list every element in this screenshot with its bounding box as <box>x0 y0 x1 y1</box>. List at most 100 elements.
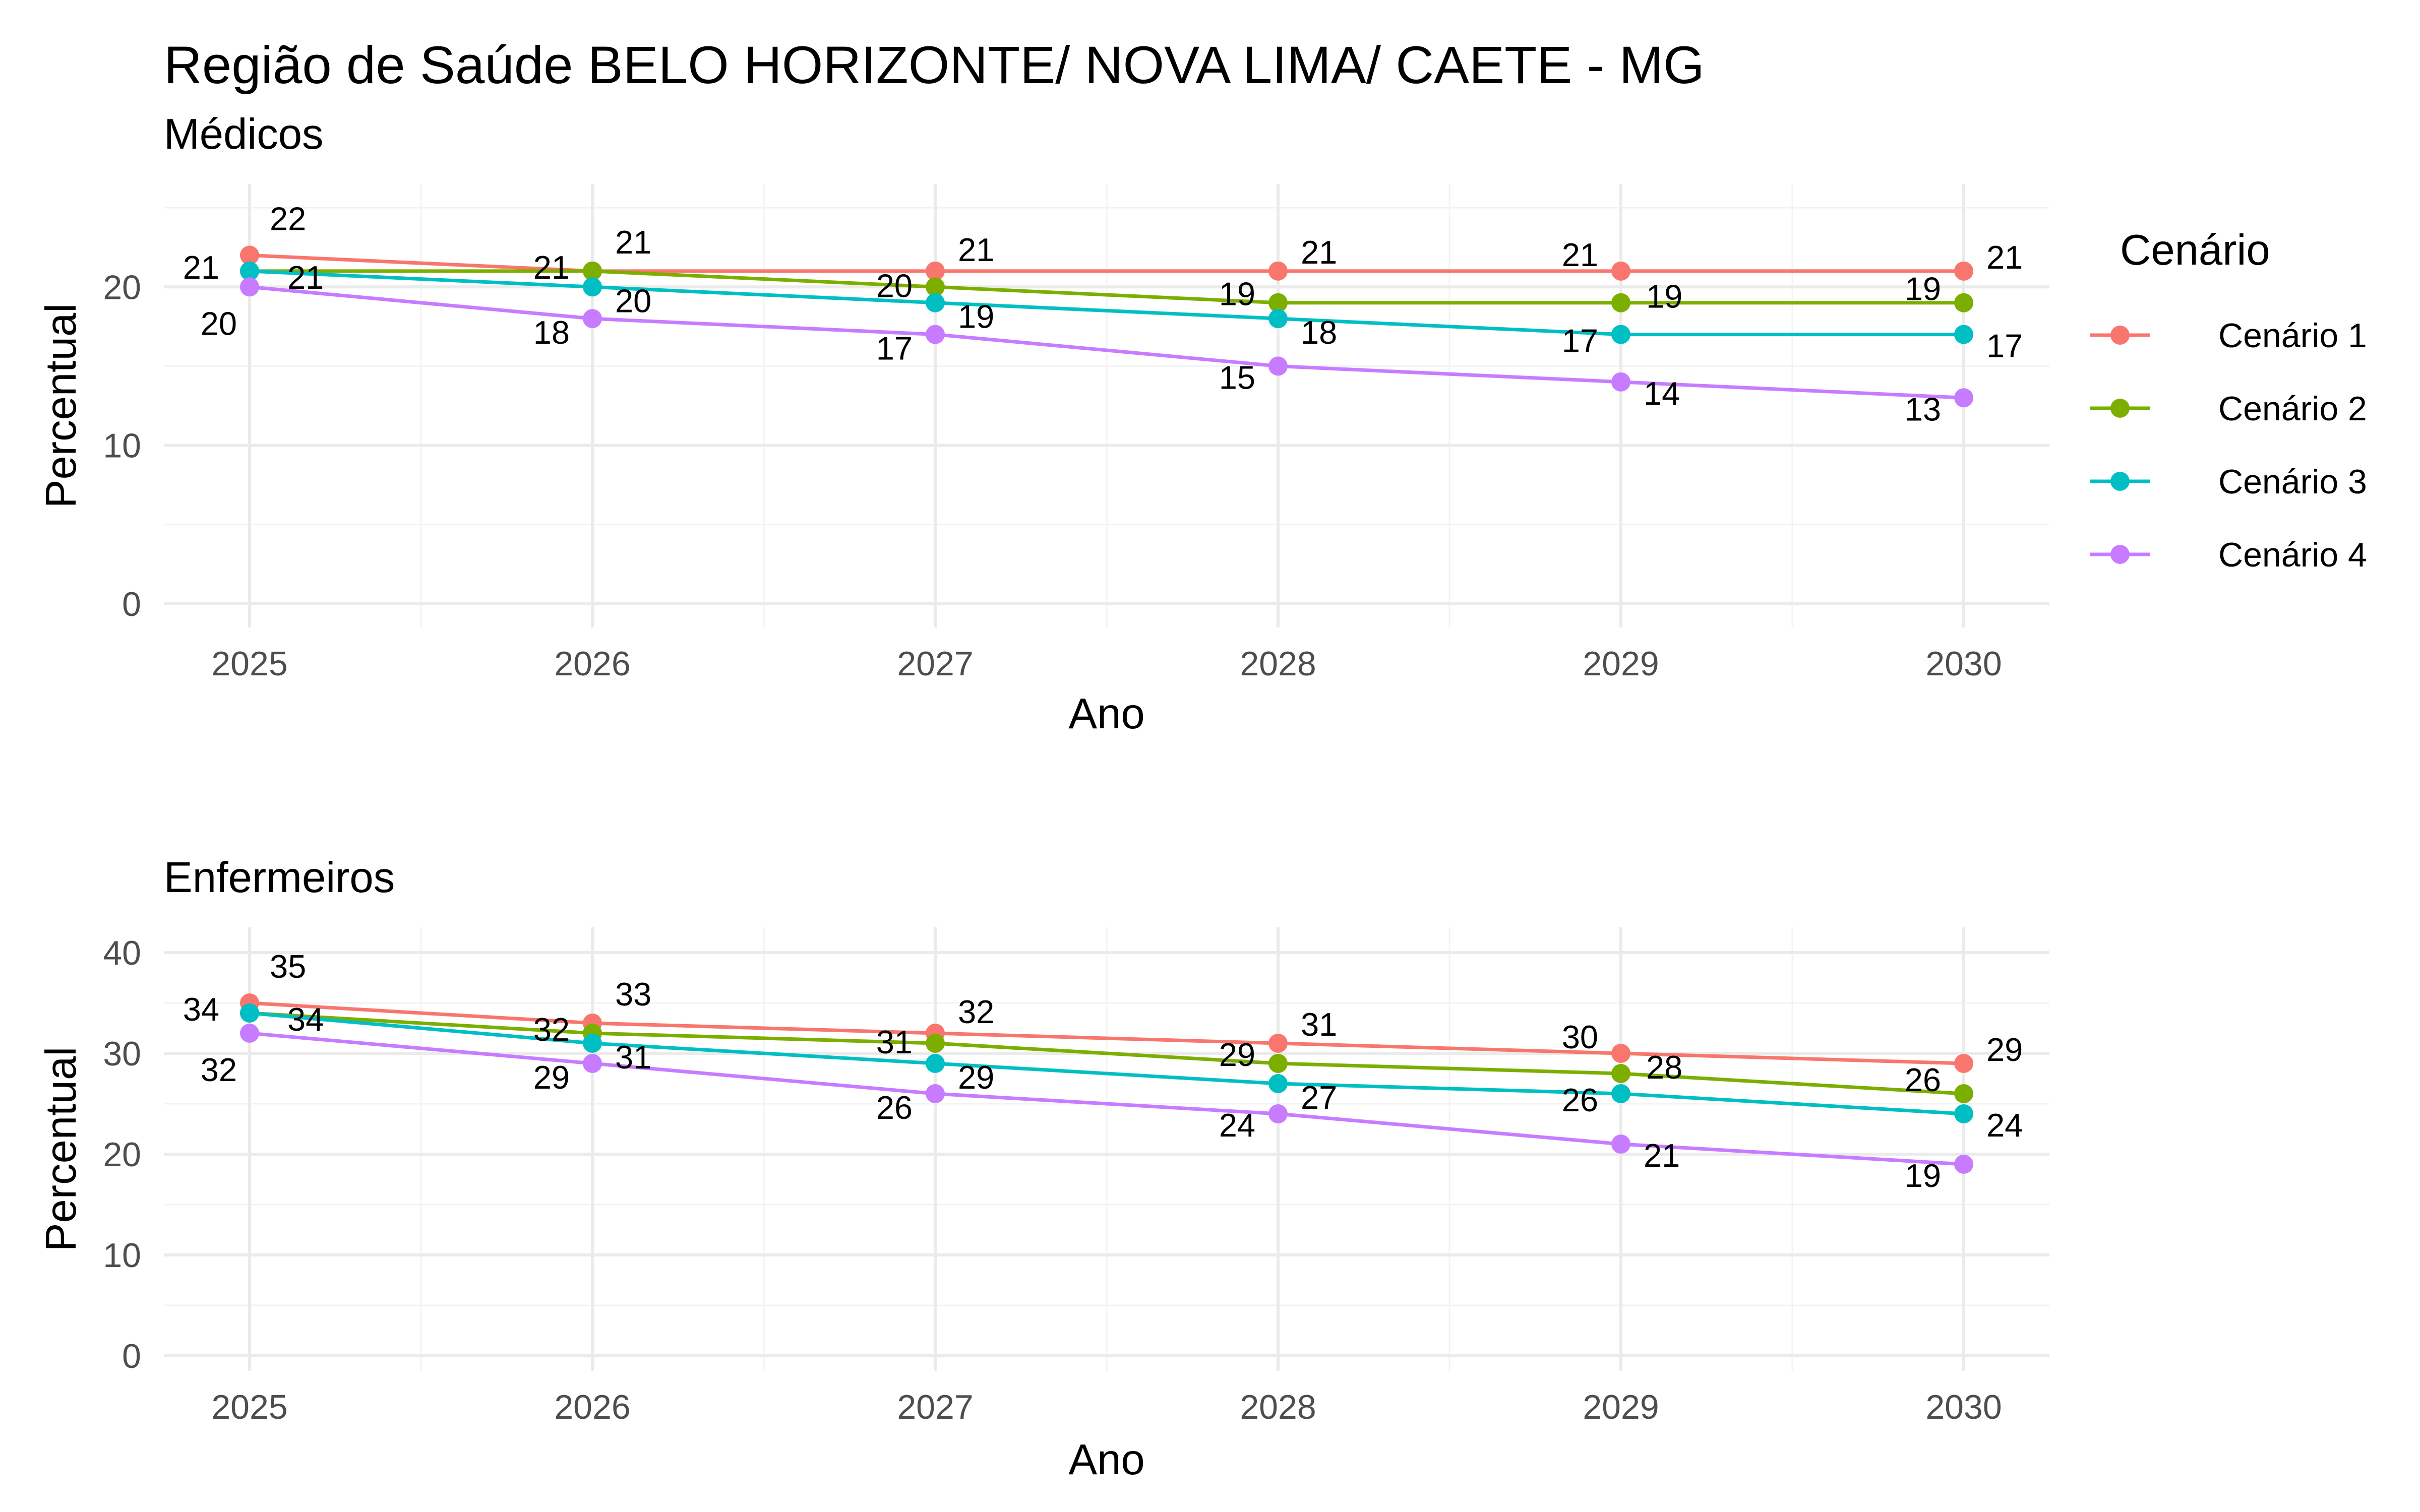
data-point <box>1954 388 1973 408</box>
data-point <box>1268 293 1288 312</box>
data-label: 31 <box>876 1024 913 1060</box>
data-label: 24 <box>1219 1107 1255 1144</box>
data-point <box>1954 1054 1973 1073</box>
series-line-3 <box>249 1011 1964 1116</box>
series-line-2 <box>249 1011 1964 1096</box>
data-label: 22 <box>270 200 306 237</box>
panel-subtitle: Enfermeiros <box>164 854 395 902</box>
panel-subtitle: Médicos <box>164 110 324 158</box>
data-label: 32 <box>958 993 994 1030</box>
legend-key-point <box>2110 472 2130 491</box>
panel-medicos: Médicos 0 10 20 2025 2026 2027 2028 2029 2030 Ano P… <box>37 110 2049 738</box>
data-label: 32 <box>533 1011 570 1048</box>
data-label: 29 <box>533 1059 570 1096</box>
series-line-1 <box>249 1001 1964 1065</box>
x-tick-label: 2030 <box>1925 1388 2002 1426</box>
legend-item-label: Cenário 3 <box>2218 463 2367 501</box>
y-axis-title: Percentual <box>37 303 85 508</box>
data-point <box>1611 325 1630 344</box>
data-label: 28 <box>1646 1049 1682 1086</box>
series-line-1 <box>249 253 1964 273</box>
x-tick-label: 2029 <box>1583 1388 1659 1426</box>
x-tick-label: 2025 <box>211 645 287 683</box>
data-label: 21 <box>1644 1137 1680 1174</box>
data-point <box>1268 261 1288 281</box>
data-label: 30 <box>1562 1019 1598 1055</box>
data-label: 31 <box>1301 1006 1337 1043</box>
data-point <box>583 277 602 297</box>
data-label: 19 <box>1905 271 1941 307</box>
data-label: 29 <box>1219 1036 1255 1073</box>
y-tick-label: 10 <box>103 1236 141 1275</box>
data-label: 19 <box>1219 276 1255 312</box>
data-point <box>240 261 259 281</box>
data-point <box>1954 325 1973 344</box>
x-tick-label: 2030 <box>1925 645 2002 683</box>
data-label: 19 <box>1905 1157 1941 1194</box>
data-label: 20 <box>876 267 913 304</box>
data-point <box>1611 261 1630 281</box>
y-tick-label: 40 <box>103 934 141 972</box>
data-label: 19 <box>958 298 994 335</box>
data-label: 21 <box>1301 234 1337 271</box>
data-point <box>1611 1064 1630 1083</box>
y-axis-title: Percentual <box>37 1047 85 1251</box>
x-tick-label: 2026 <box>554 1388 630 1426</box>
data-label: 26 <box>1905 1061 1941 1098</box>
data-point <box>926 1054 945 1073</box>
data-label: 21 <box>183 249 219 286</box>
data-point <box>583 1054 602 1073</box>
data-point <box>1611 372 1630 392</box>
series-line-4 <box>249 1031 1964 1166</box>
data-label: 20 <box>201 305 237 342</box>
data-point <box>1611 1044 1630 1063</box>
data-point <box>240 1024 259 1043</box>
data-point <box>926 277 945 297</box>
x-axis-title: Ano <box>1068 690 1144 738</box>
legend-key-point <box>2110 399 2130 418</box>
data-point <box>1954 1155 1973 1174</box>
panel-enfermeiros: Enfermeiros 0 10 2030 40 2025 2026 2027 2028 2029… <box>37 854 2049 1484</box>
series-line-2 <box>250 269 1964 305</box>
data-label: 17 <box>876 330 913 367</box>
data-point <box>1611 293 1630 312</box>
grid <box>164 927 2049 1371</box>
legend: Cenário Cenário 1 Cenário 2 Cenário 3 Cenár… <box>2090 226 2367 574</box>
data-point <box>1611 1084 1630 1103</box>
data-label: 14 <box>1644 375 1680 412</box>
x-tick-label: 2027 <box>897 1388 973 1426</box>
x-tick-label: 2028 <box>1240 1388 1316 1426</box>
data-point <box>583 309 602 329</box>
data-point <box>1268 1074 1288 1093</box>
legend-item-label: Cenário 1 <box>2218 317 2367 355</box>
x-tick-label: 2029 <box>1583 645 1659 683</box>
data-point <box>1954 1104 1973 1123</box>
data-label: 20 <box>615 282 651 319</box>
x-tick-label: 2028 <box>1240 645 1316 683</box>
data-point <box>240 1003 259 1023</box>
x-tick-label: 2027 <box>897 645 973 683</box>
x-tick-label: 2025 <box>211 1388 287 1426</box>
data-label: 21 <box>1986 239 2023 276</box>
data-label: 21 <box>533 249 570 286</box>
data-point <box>240 245 259 265</box>
data-label: 24 <box>1986 1107 2023 1144</box>
y-tick-label: 20 <box>103 268 141 306</box>
data-label: 21 <box>1562 236 1598 273</box>
data-label: 26 <box>876 1089 913 1126</box>
data-point <box>1268 1104 1288 1123</box>
data-point <box>240 277 259 297</box>
y-tick-label: 0 <box>122 585 141 623</box>
data-label: 26 <box>1562 1082 1598 1118</box>
data-point <box>1268 1054 1288 1073</box>
data-point <box>926 1084 945 1103</box>
data-label: 35 <box>270 948 306 985</box>
legend-key-point <box>2110 545 2130 564</box>
x-axis-title: Ano <box>1068 1436 1144 1484</box>
grid <box>164 184 2049 627</box>
y-tick-label: 0 <box>122 1337 141 1375</box>
data-point <box>926 261 945 281</box>
legend-item-label: Cenário 4 <box>2218 536 2367 574</box>
data-label: 31 <box>615 1039 651 1076</box>
series-line-3 <box>249 269 1964 337</box>
